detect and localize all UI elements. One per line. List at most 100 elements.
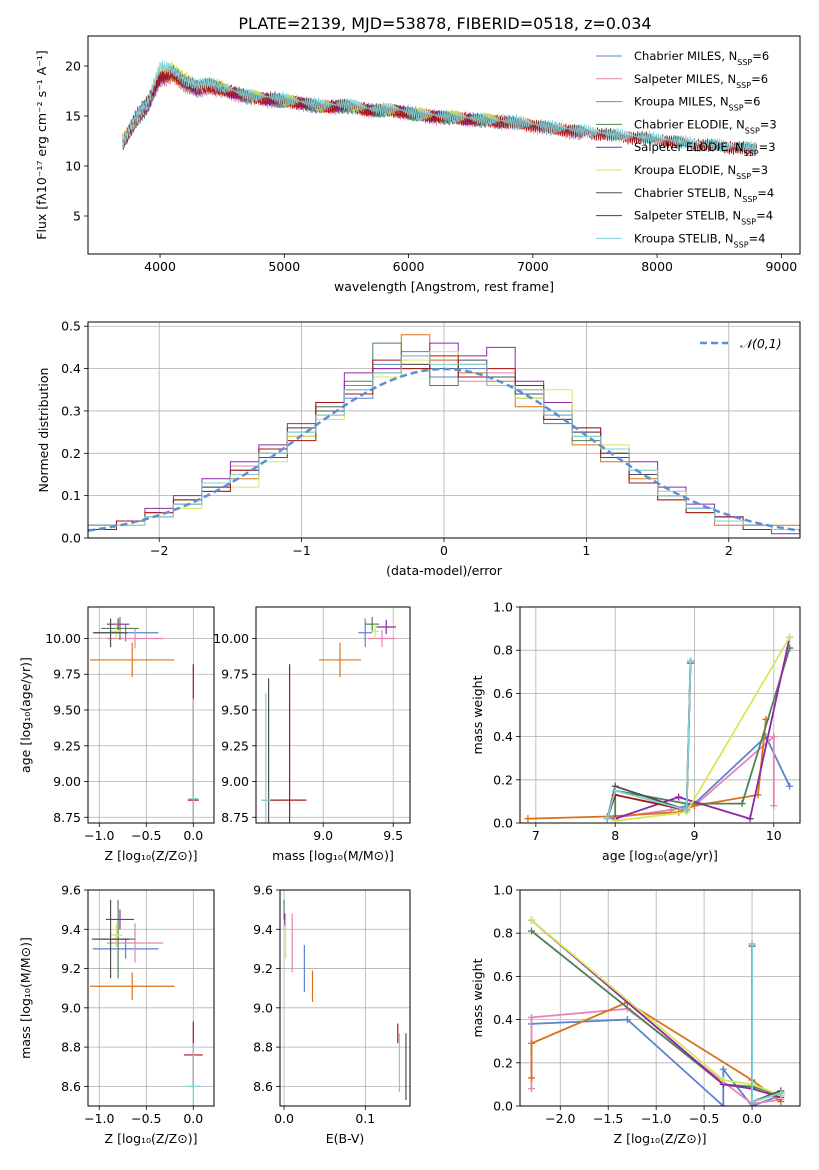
x-tick-label: 1 (582, 543, 590, 558)
plot-area (283, 899, 407, 1101)
axes-frame (519, 889, 801, 1107)
y-tick-label: 9.0 (253, 1000, 273, 1015)
x-tick-label: 0 (440, 543, 448, 558)
y-tick-label: 0.6 (493, 686, 513, 701)
x-tick-label: 0.1 (355, 1111, 375, 1126)
panel-weight_vs_age: 7 8 9 10 0.0 0.2 0.4 0.6 0.8 1.0 age [log₁₀(age/yr… (470, 600, 801, 863)
weight-point-marker (746, 815, 754, 823)
legend-entry: Kroupa MILES, NSSP=6 (634, 95, 760, 113)
weight-point-marker (770, 802, 778, 810)
panel-age_vs_Z: −1.0 −0.5 0.0 8.75 9.00 9.25 9.50 9.75 10.00 Z [l… (18, 606, 215, 863)
x-tick-label: 9000 (765, 259, 797, 274)
y-tick-label: 9.4 (253, 922, 273, 937)
plot-area (89, 899, 203, 1106)
legend-entry: 𝒩(0,1) (740, 336, 782, 351)
axes-frame (87, 606, 215, 824)
weight-point-marker (528, 916, 536, 924)
y-tick-label: 8.6 (61, 1079, 81, 1094)
x-tick-label: 9 (691, 828, 699, 843)
x-axis-label: mass [log₁₀(M/M⊙)] (272, 848, 394, 863)
y-tick-label: 0.0 (493, 816, 513, 831)
panel-residuals: −2 −1 0 1 2 0.0 0.1 0.2 0.3 0.4 0.5 (data-model)/er… (36, 319, 801, 578)
y-tick-label: 0.8 (493, 643, 513, 658)
weight-point-marker (528, 1039, 536, 1047)
weight-point-marker (748, 1098, 756, 1106)
plot-area (524, 633, 794, 823)
x-tick-label: 0.0 (274, 1111, 294, 1126)
x-tick-label: −1.0 (84, 1111, 114, 1126)
y-tick-label: 8.8 (61, 1040, 81, 1055)
x-tick-label: 9.5 (383, 828, 403, 843)
weight-point-marker (748, 940, 756, 948)
y-axis-label: Flux [fλ10⁻¹⁷ erg cm⁻² s⁻¹ A⁻¹] (34, 50, 49, 239)
y-axis-label: mass weight (470, 958, 485, 1037)
plot-area (89, 617, 199, 823)
plot-area (261, 617, 396, 823)
y-tick-label: 9.00 (53, 774, 81, 789)
legend-entry: Chabrier MILES, NSSP=6 (634, 49, 769, 67)
y-tick-label: 9.25 (221, 738, 249, 753)
axes-frame (87, 35, 801, 255)
panel-age_vs_mass: 9.0 9.5 8.75 9.00 9.25 9.50 9.75 10.00 mass [log… (213, 606, 411, 863)
weight-point-marker (719, 1102, 727, 1106)
plot-area (122, 60, 757, 156)
weight-point-marker (738, 800, 746, 808)
axes-frame (279, 889, 411, 1107)
weight-point-marker (528, 1013, 536, 1021)
y-tick-label: 9.75 (221, 667, 249, 682)
weight-point-marker (611, 817, 619, 823)
weight-series-line (751, 946, 782, 1104)
x-tick-label: 2 (725, 543, 733, 558)
x-tick-label: −1.5 (593, 1111, 623, 1126)
y-tick-label: 8.75 (53, 810, 81, 825)
panel-mass_vs_EBV: 0.0 0.1 8.6 8.8 9.0 9.2 9.4 9.6 E(B-V) (253, 883, 411, 1146)
legend-entry: Kroupa STELIB, NSSP=4 (634, 231, 765, 249)
figure-title: PLATE=2139, MJD=53878, FIBERID=0518, z=0… (238, 14, 651, 33)
y-tick-label: 9.50 (221, 702, 249, 717)
weight-point-marker (623, 1016, 631, 1024)
weight-series-line (530, 919, 782, 1097)
weight-series-line (751, 944, 782, 1103)
weight-series-line (606, 660, 692, 819)
y-tick-label: 0.4 (61, 361, 81, 376)
x-tick-label: 0.0 (742, 1111, 762, 1126)
y-tick-label: 8.75 (221, 810, 249, 825)
legend-entry: Chabrier STELIB, NSSP=4 (634, 186, 774, 204)
x-tick-label: −2 (150, 543, 168, 558)
x-tick-label: −1 (292, 543, 310, 558)
y-tick-label: 5 (73, 209, 81, 224)
legend-entry: Salpeter ELODIE, NSSP=3 (634, 140, 776, 158)
y-tick-label: 9.75 (53, 667, 81, 682)
weight-series-line (530, 919, 782, 1099)
y-tick-label: 9.00 (221, 774, 249, 789)
x-tick-label: 0.0 (183, 1111, 203, 1126)
weight-series-line (530, 930, 782, 1097)
legend-entry: Chabrier ELODIE, NSSP=3 (634, 117, 777, 135)
weight-series-line (615, 636, 791, 822)
x-tick-label: 8 (611, 828, 619, 843)
y-tick-label: 0.2 (493, 1055, 513, 1070)
y-tick-label: 0.0 (61, 531, 81, 546)
legend-entry: Kroupa ELODIE, NSSP=3 (634, 163, 768, 181)
weight-point-marker (528, 927, 536, 935)
weight-point-marker (786, 782, 794, 790)
weight-series-line (614, 637, 791, 820)
y-tick-label: 0.6 (493, 969, 513, 984)
y-tick-label: 1.0 (493, 600, 513, 615)
weight-point-marker (687, 657, 695, 665)
axes-frame (255, 606, 411, 824)
weight-point-marker (611, 787, 619, 795)
weight-point-marker (777, 1089, 785, 1097)
panel-spectrum: 4000 5000 6000 7000 8000 9000 5 10 15 20 wavelengt… (34, 35, 801, 294)
weight-point-marker (786, 633, 794, 641)
x-tick-label: 9.0 (313, 828, 333, 843)
x-axis-label: E(B-V) (326, 1131, 365, 1146)
y-tick-label: 9.6 (253, 883, 273, 898)
y-tick-label: 1.0 (493, 883, 513, 898)
x-axis-label: age [log₁₀(age/yr)] (602, 848, 718, 863)
x-axis-label: Z [log₁₀(Z/Z⊙)] (614, 1131, 707, 1146)
y-tick-label: 0.0 (493, 1099, 513, 1114)
y-tick-label: 9.0 (61, 1000, 81, 1015)
y-tick-label: 0.4 (493, 1012, 513, 1027)
